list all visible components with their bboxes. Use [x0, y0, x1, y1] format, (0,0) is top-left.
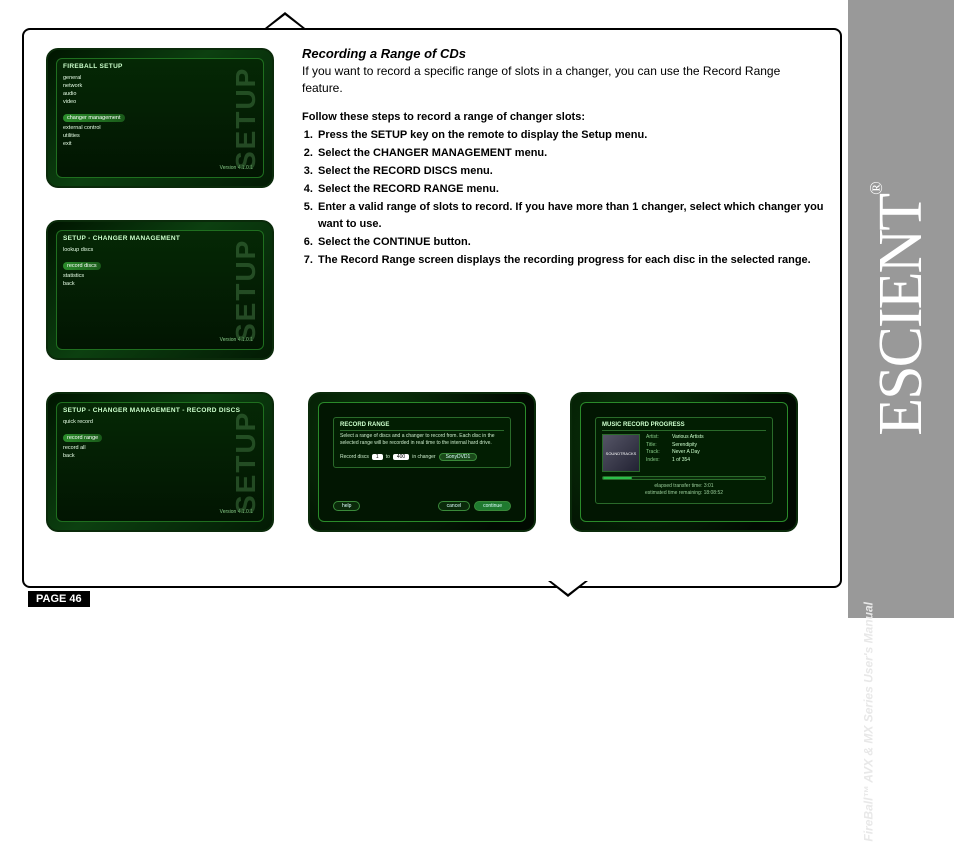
- dialog-header: MUSIC RECORD PROGRESS: [602, 422, 766, 431]
- step-item: Select the RECORD RANGE menu.: [316, 181, 824, 198]
- top-tab-notch: [265, 12, 305, 28]
- setup-watermark: SETUP: [226, 64, 266, 172]
- brand-logo: ESCIENT®: [866, 183, 937, 436]
- screenshot-record-progress: MUSIC RECORD PROGRESS SOUNDTRACKS Artist…: [570, 392, 798, 532]
- row-label: Record discs: [340, 454, 369, 460]
- product-line-label: FireBall™ AVX & MX Series User's Manual: [862, 602, 876, 842]
- step-item: The Record Range screen displays the rec…: [316, 252, 824, 269]
- step-item: Select the CONTINUE button.: [316, 234, 824, 251]
- screenshot-record-range: RECORD RANGE Select a range of discs and…: [308, 392, 536, 532]
- manual-page: Recording a Range of CDs If you want to …: [0, 0, 954, 618]
- progress-bar: [602, 476, 766, 480]
- steps-list: Press the SETUP key on the remote to dis…: [316, 127, 824, 269]
- changer-select: SonyDVD1: [439, 453, 478, 461]
- elapsed-time: elapsed transfer time: 3:01: [602, 483, 766, 490]
- to-input: 400: [393, 454, 409, 460]
- remaining-time: estimated time remaining: 18:08:52: [602, 490, 766, 497]
- step-item: Select the RECORD DISCS menu.: [316, 163, 824, 180]
- screenshot-setup-main: FIREBALL SETUP general network audio vid…: [46, 48, 274, 188]
- range-row: Record discs 1 to 400 in changer SonyDVD…: [340, 453, 504, 461]
- album-cover: SOUNDTRACKS: [602, 434, 640, 472]
- screenshot-record-discs: SETUP - CHANGER MANAGEMENT - RECORD DISC…: [46, 392, 274, 532]
- track-metadata: Artist:Various Artists Title:Serendipity…: [646, 434, 704, 472]
- step-item: Press the SETUP key on the remote to dis…: [316, 127, 824, 144]
- in-changer-label: in changer: [412, 454, 435, 460]
- dialog-header: RECORD RANGE: [340, 422, 504, 431]
- meta-index: 1 of 354: [672, 457, 690, 463]
- page-number: PAGE 46: [28, 591, 90, 607]
- setup-watermark: SETUP: [226, 236, 266, 344]
- step-item: Select the CHANGER MANAGEMENT menu.: [316, 145, 824, 162]
- step-item: Enter a valid range of slots to record. …: [316, 199, 824, 233]
- menu-item-selected: record discs: [63, 262, 101, 270]
- dialog-description: Select a range of discs and a changer to…: [340, 433, 504, 447]
- meta-track: Never A Day: [672, 449, 700, 455]
- setup-watermark: SETUP: [226, 408, 266, 516]
- help-button: help: [333, 501, 360, 511]
- continue-button: continue: [474, 501, 511, 511]
- screenshot-changer-mgmt: SETUP - CHANGER MANAGEMENT lookup discs …: [46, 220, 274, 360]
- intro-text: If you want to record a specific range o…: [302, 63, 824, 97]
- menu-item-selected: record range: [63, 434, 102, 442]
- section-title: Recording a Range of CDs: [302, 46, 824, 61]
- time-info: elapsed transfer time: 3:01 estimated ti…: [602, 483, 766, 497]
- cancel-button: cancel: [438, 501, 470, 511]
- meta-title: Serendipity: [672, 442, 697, 448]
- steps-heading: Follow these steps to record a range of …: [302, 111, 824, 123]
- menu-item-selected: changer management: [63, 114, 125, 122]
- content-area: Recording a Range of CDs If you want to …: [22, 28, 842, 588]
- registered-icon: ®: [866, 183, 886, 195]
- meta-artist: Various Artists: [672, 434, 704, 440]
- brand-container: ESCIENT®: [848, 0, 954, 618]
- to-label: to: [386, 454, 390, 460]
- from-input: 1: [372, 454, 383, 460]
